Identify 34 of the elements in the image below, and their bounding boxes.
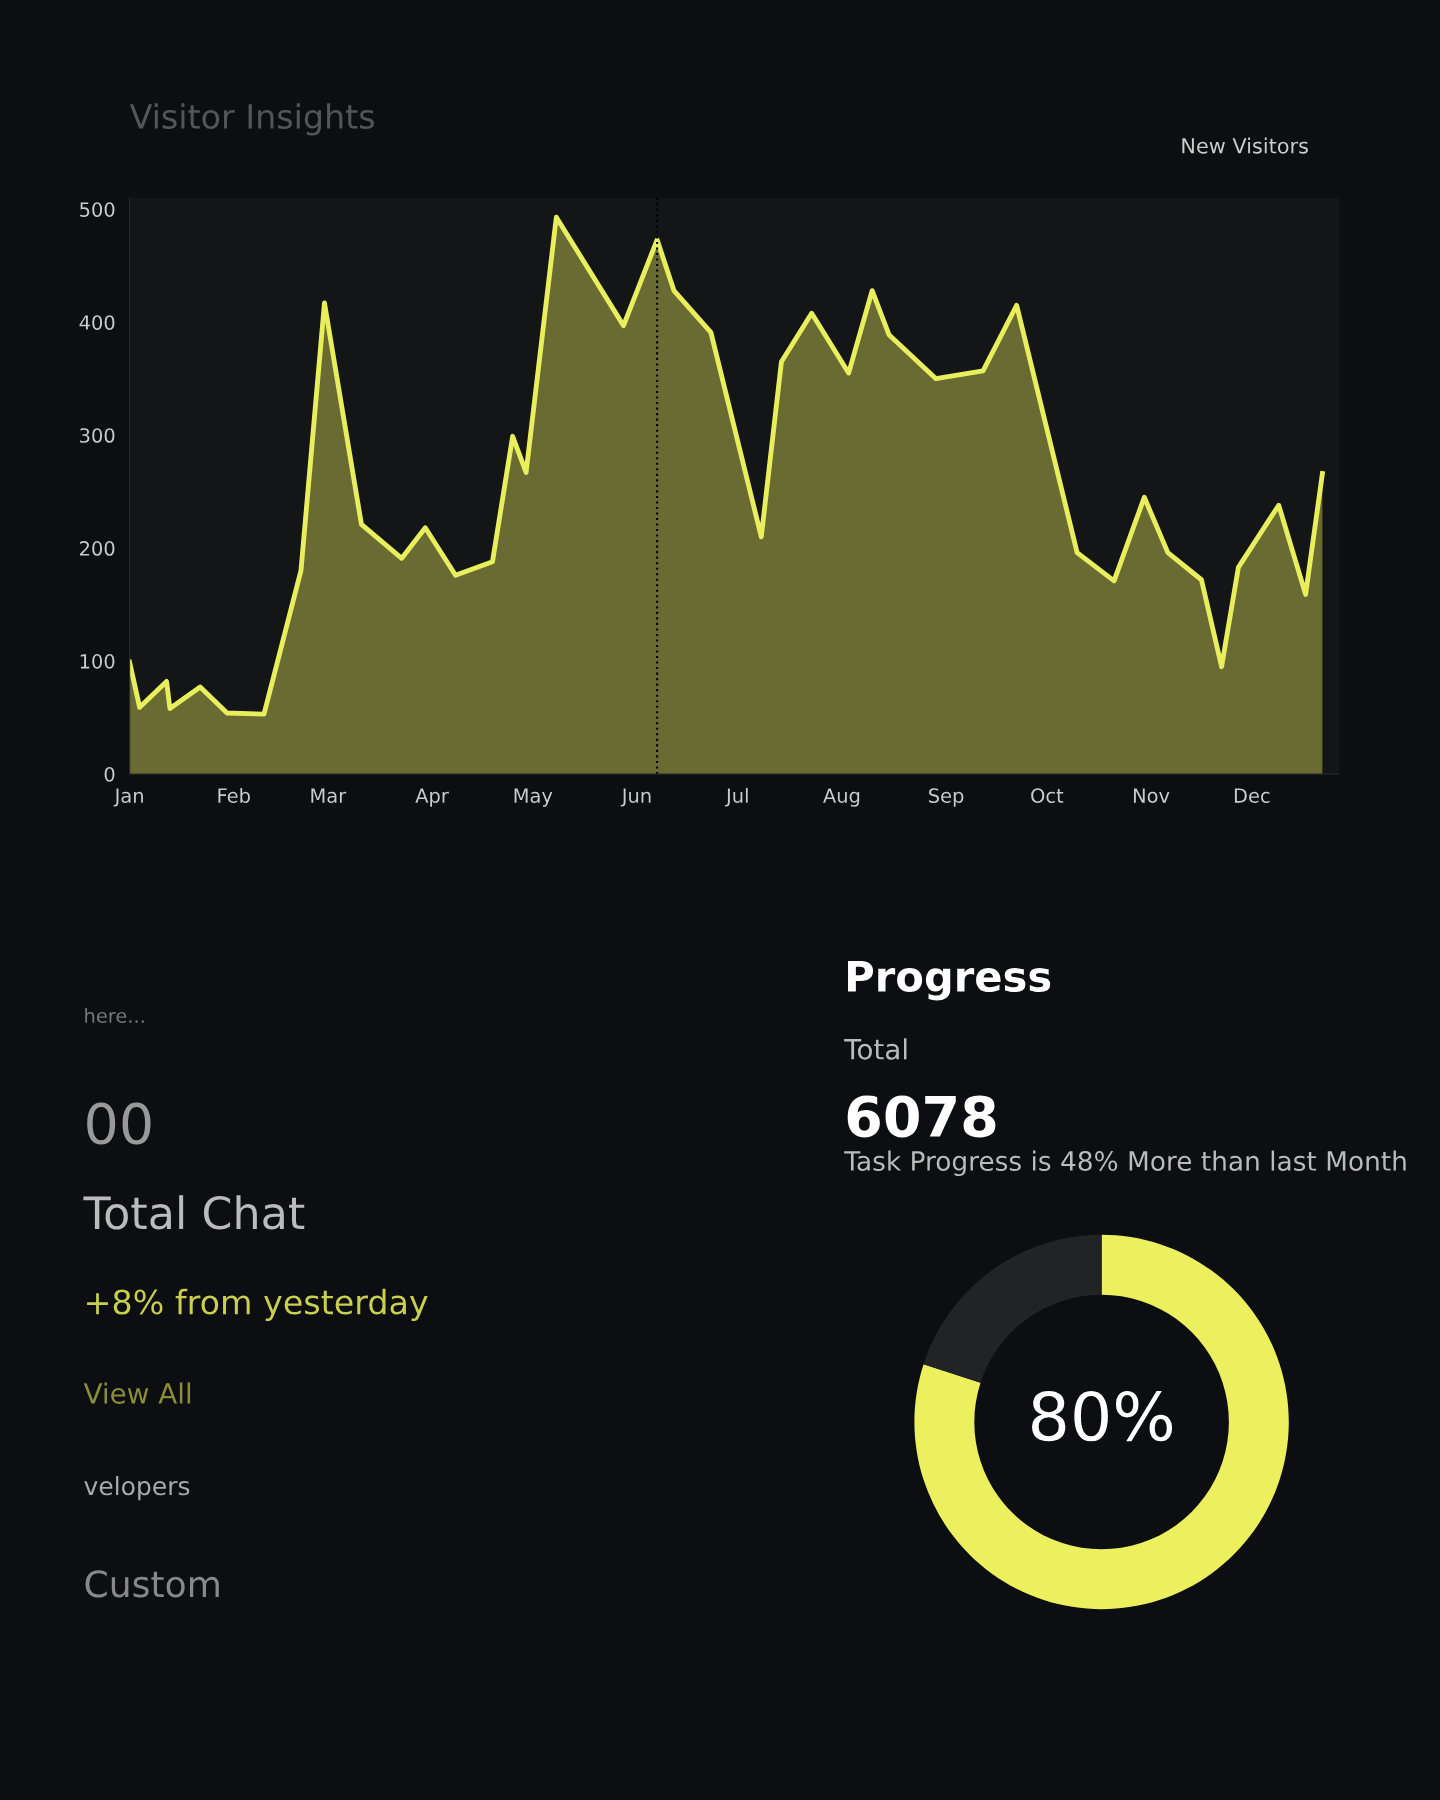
donut-slice: [914, 1234, 1289, 1610]
text: here...: [85, 1008, 144, 1024]
y-tick-label: 300: [80, 428, 115, 443]
x-tick-label: Apr: [415, 788, 449, 807]
y-tick-label: 500: [80, 202, 115, 217]
text: Total: [844, 1038, 907, 1060]
text: +8% from yesterday: [87, 1288, 428, 1322]
x-tick-label: Jan: [113, 788, 143, 807]
text: New Visitors: [1182, 137, 1308, 154]
text: 00: [87, 1102, 151, 1145]
x-tick-label: Mar: [311, 788, 347, 803]
text: Total Chat: [83, 1195, 305, 1230]
text: 6078: [847, 1095, 996, 1138]
x-tick-label: Nov: [1133, 788, 1170, 803]
x-tick-label: Sep: [929, 788, 964, 807]
text: View All: [83, 1382, 191, 1404]
y-tick-label: 100: [80, 654, 115, 669]
chart-title: Progress: [848, 961, 1051, 1001]
text: 80%: [1032, 1390, 1173, 1442]
y-tick-label: 400: [79, 315, 115, 330]
x-tick-label: May: [514, 788, 553, 807]
text: velopers: [84, 1476, 190, 1501]
x-tick-label: Dec: [1234, 788, 1270, 803]
x-tick-label: Jun: [620, 788, 651, 807]
x-tick-label: Aug: [823, 788, 860, 807]
text: Custom: [85, 1570, 219, 1598]
y-tick-label: 0: [104, 766, 115, 782]
x-tick-label: Feb: [218, 787, 250, 803]
y-tick-label: 200: [80, 541, 115, 556]
chart-title: Visitor Insights: [129, 103, 374, 136]
text: Task Progress is 48% More than last Month: [844, 1150, 1406, 1177]
x-tick-label: Oct: [1031, 788, 1064, 803]
x-tick-label: Jul: [725, 787, 748, 807]
donut-slice: [923, 1234, 1102, 1383]
